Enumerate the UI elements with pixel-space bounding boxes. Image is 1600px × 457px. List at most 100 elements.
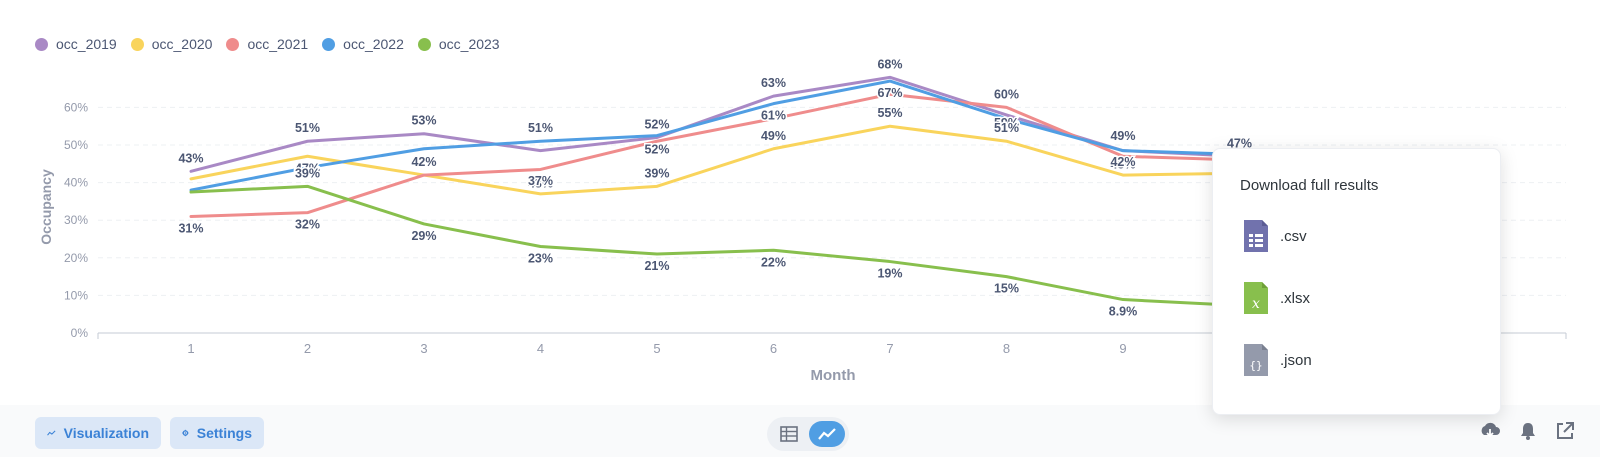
y-tick-label: 30%: [64, 213, 88, 227]
data-label: 31%: [178, 221, 203, 235]
line-chart: 0% 10% 20% 30% 40% 50% 60% 1 2 3 4 5 6 7 8 9 Month Occupa…: [38, 56, 1567, 384]
bell-icon[interactable]: [1517, 420, 1539, 442]
xlsx-file-icon: x: [1244, 282, 1268, 314]
series-line-occ_2019: [189, 75, 1241, 173]
legend-item-occ_2022[interactable]: occ_2022: [322, 36, 404, 52]
data-label: 59%: [994, 116, 1019, 130]
csv-file-icon: [1244, 220, 1268, 252]
settings-label: Settings: [196, 425, 252, 441]
series-line-occ_2023: [189, 184, 1241, 308]
svg-text:x: x: [1252, 296, 1260, 312]
series-line-occ_2022: [189, 79, 1241, 192]
x-tick-label: 1: [187, 341, 194, 356]
x-tick-label: 8: [1003, 341, 1010, 356]
chart-view-toggle[interactable]: [809, 421, 845, 447]
download-csv-option[interactable]: .csv: [1242, 217, 1307, 255]
legend-label: occ_2019: [56, 36, 117, 52]
x-tick-label: 9: [1119, 341, 1126, 356]
y-tick-label: 20%: [64, 251, 88, 265]
legend-item-occ_2021[interactable]: occ_2021: [226, 36, 308, 52]
legend-swatch: [322, 37, 336, 51]
legend-swatch: [35, 37, 48, 51]
chart-legend: occ_2019 occ_2020 occ_2021 occ_2022 occ_2023: [35, 36, 500, 52]
y-tick-label: 10%: [64, 288, 88, 302]
data-label: 48%: [1110, 158, 1135, 172]
legend-label: occ_2021: [247, 36, 309, 52]
data-label: 49%: [761, 129, 786, 143]
x-tick-label: 6: [770, 341, 777, 356]
download-json-option[interactable]: {} .json: [1242, 341, 1312, 379]
x-tick-label: 5: [653, 341, 660, 356]
series-line-occ_2020: [189, 124, 1241, 196]
data-label: 43%: [178, 151, 203, 165]
download-popover: Download full results .csv x .xlsx {} .j…: [1212, 148, 1501, 415]
table-view-toggle[interactable]: [771, 421, 807, 447]
y-tick-label: 0%: [71, 326, 89, 340]
data-label: 23%: [528, 252, 553, 266]
data-label: 49%: [1110, 129, 1135, 143]
csv-option-label: .csv: [1280, 227, 1307, 245]
visualization-label: Visualization: [63, 425, 149, 441]
legend-swatch: [417, 37, 431, 51]
data-label: 68%: [877, 57, 902, 71]
legend-item-occ_2020[interactable]: occ_2020: [130, 36, 213, 52]
settings-button[interactable]: Settings: [170, 417, 264, 449]
data-label: 43%: [528, 176, 553, 190]
data-label: 60%: [994, 87, 1019, 101]
data-label: 37%: [528, 174, 553, 188]
data-label: 8.9%: [1109, 305, 1138, 319]
data-label: 15%: [994, 282, 1019, 296]
data-label: 55%: [877, 106, 902, 120]
y-tick-label: 60%: [64, 100, 88, 114]
series-line-occ_2021: [189, 92, 1241, 218]
data-label: 51%: [295, 121, 320, 135]
legend-swatch: [226, 37, 240, 51]
data-label: 42%: [1110, 155, 1135, 169]
data-label: 47%: [1227, 136, 1252, 150]
data-label: 22%: [761, 255, 786, 269]
json-file-icon: {}: [1244, 344, 1268, 376]
legend-item-occ_2023[interactable]: occ_2023: [417, 36, 500, 52]
y-tick-label: 40%: [64, 176, 88, 190]
data-label: 42%: [411, 155, 436, 169]
data-label: 63%: [761, 76, 786, 90]
trend-line-icon: [47, 430, 56, 436]
data-label: 51%: [994, 121, 1019, 135]
gear-icon: [182, 429, 189, 437]
share-icon[interactable]: [1554, 420, 1576, 442]
data-label: 49%: [411, 154, 436, 168]
data-label: 67%: [877, 86, 902, 100]
xlsx-option-label: .xlsx: [1280, 289, 1310, 307]
legend-label: occ_2020: [151, 36, 213, 52]
data-label: 32%: [295, 218, 320, 232]
data-label: 29%: [411, 229, 436, 243]
x-tick-label: 7: [886, 341, 893, 356]
y-tick-label: 50%: [64, 138, 88, 152]
visualization-button[interactable]: Visualization: [35, 417, 161, 449]
download-icon[interactable]: [1479, 420, 1501, 442]
table-icon: [780, 426, 798, 442]
json-option-label: .json: [1280, 351, 1312, 369]
line-chart-icon: [818, 428, 836, 440]
data-label: 53%: [411, 114, 436, 128]
legend-swatch: [130, 37, 144, 51]
data-label: 19%: [877, 267, 902, 281]
x-tick-label: 4: [537, 341, 544, 356]
data-label: 39%: [295, 166, 320, 180]
view-toggle: [767, 417, 849, 451]
legend-label: occ_2022: [343, 36, 404, 52]
x-axis-title: Month: [811, 367, 856, 384]
svg-text:{}: {}: [1249, 359, 1262, 372]
legend-label: occ_2023: [438, 36, 500, 52]
popover-title: Download full results: [1240, 177, 1379, 194]
legend-item-occ_2019[interactable]: occ_2019: [35, 36, 117, 52]
x-tick-label: 3: [420, 341, 427, 356]
data-label: 61%: [761, 109, 786, 123]
data-label: 52%: [644, 142, 669, 156]
data-label: 39%: [644, 166, 669, 180]
x-tick-label: 2: [304, 341, 311, 356]
data-label: 52%: [644, 117, 669, 131]
data-label: 47%: [295, 161, 320, 175]
y-axis-title: Occupancy: [38, 169, 54, 245]
download-xlsx-option[interactable]: x .xlsx: [1242, 279, 1310, 317]
